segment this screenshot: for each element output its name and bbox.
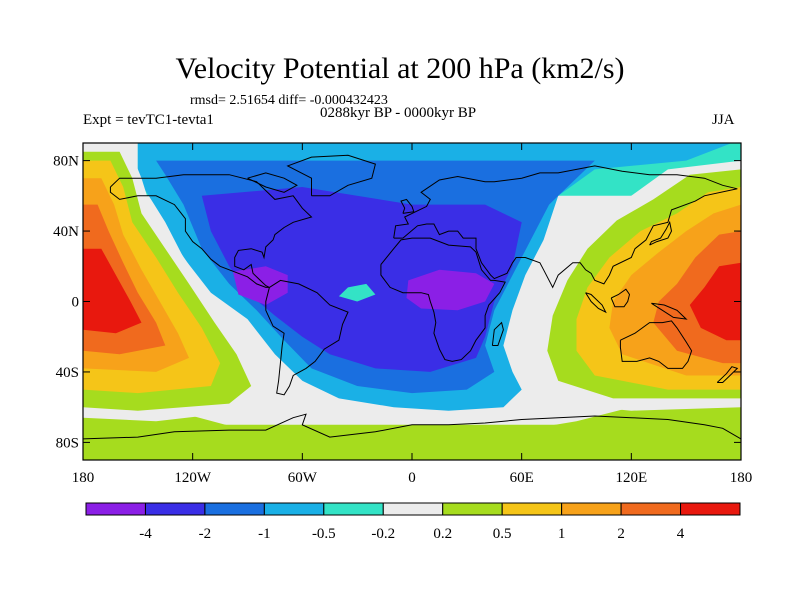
colorbar-swatch bbox=[323, 502, 384, 516]
lon-label: 120W bbox=[174, 470, 212, 486]
season-label: JJA bbox=[712, 112, 735, 128]
axis-ticks bbox=[82, 143, 742, 460]
contour-field bbox=[83, 143, 741, 460]
colorbar-swatch bbox=[501, 502, 563, 516]
colorbar-swatch bbox=[204, 502, 265, 516]
colorbar-label: -4 bbox=[139, 526, 152, 542]
colorbar-label: 4 bbox=[677, 526, 685, 542]
lat-label: 80N bbox=[53, 154, 79, 170]
colorbar-swatch bbox=[144, 502, 206, 516]
coast-madagascar bbox=[491, 321, 504, 346]
region-pacific-max-w bbox=[83, 248, 142, 334]
region-atlantic-weak bbox=[338, 283, 376, 302]
colorbar-label: -0.2 bbox=[371, 526, 395, 542]
colorbar-swatch bbox=[442, 502, 503, 516]
lat-label: 40S bbox=[56, 365, 79, 381]
colorbar-label: 2 bbox=[617, 526, 625, 542]
longitude-labels: 180 120W 60W 0 60E 120E 180 bbox=[72, 470, 753, 486]
lon-label: 60E bbox=[510, 470, 534, 486]
lon-label: 0 bbox=[408, 470, 416, 486]
coast-baffin bbox=[247, 172, 298, 193]
colorbar-swatch bbox=[620, 502, 682, 516]
coast-africa bbox=[380, 237, 506, 362]
colorbar-swatch bbox=[382, 502, 444, 516]
colorbar-swatch bbox=[85, 502, 146, 516]
coastlines bbox=[83, 154, 741, 440]
lat-label: 0 bbox=[72, 295, 80, 311]
coast-borneo bbox=[610, 288, 631, 308]
region-negative-4-east bbox=[406, 269, 495, 311]
colorbar-label: 1 bbox=[558, 526, 566, 542]
colorbar-label: 0.5 bbox=[493, 526, 512, 542]
experiment-label: Expt = tevTC1-tevta1 bbox=[83, 112, 214, 128]
coast-antarctica bbox=[83, 413, 741, 440]
coast-new-guinea bbox=[651, 302, 688, 320]
map-title: Velocity Potential at 200 hPa (km2/s) bbox=[175, 52, 625, 85]
colorbar-label: -1 bbox=[258, 526, 271, 542]
period-label: 0288kyr BP - 0000kyr BP bbox=[320, 105, 477, 121]
region-polar-weak-positive bbox=[83, 398, 741, 460]
coast-eurasia bbox=[393, 165, 738, 289]
coast-greenland bbox=[286, 154, 377, 197]
coast-japan bbox=[649, 220, 673, 246]
colorbar-swatch bbox=[263, 502, 325, 516]
coast-north-america bbox=[109, 174, 313, 288]
lon-label: 180 bbox=[72, 470, 95, 486]
colorbar-swatch bbox=[680, 502, 741, 516]
lon-label: 60W bbox=[288, 470, 318, 486]
colorbar-label: 0.2 bbox=[433, 526, 452, 542]
colorbar-label: -2 bbox=[199, 526, 212, 542]
coast-sumatra bbox=[585, 292, 607, 314]
coast-south-america bbox=[265, 279, 349, 396]
lat-label: 80S bbox=[56, 435, 79, 451]
latitude-labels: 80N 40N 0 40S 80S bbox=[53, 154, 79, 452]
colorbar-swatch bbox=[561, 502, 622, 516]
colorbar-labels: -4 -2 -1 -0.5 -0.2 0.2 0.5 1 2 4 bbox=[139, 526, 685, 542]
lon-label: 180 bbox=[730, 470, 753, 486]
lat-label: 40N bbox=[53, 224, 79, 240]
coast-new-zealand bbox=[716, 366, 739, 383]
lon-label: 120E bbox=[615, 470, 647, 486]
coast-australia bbox=[619, 320, 693, 369]
stats-line: rmsd= 2.51654 diff= -0.000432423 bbox=[190, 93, 388, 108]
colorbar bbox=[85, 502, 741, 516]
colorbar-label: -0.5 bbox=[312, 526, 336, 542]
region-pacific-max-e bbox=[689, 262, 741, 341]
coast-uk bbox=[400, 198, 415, 214]
